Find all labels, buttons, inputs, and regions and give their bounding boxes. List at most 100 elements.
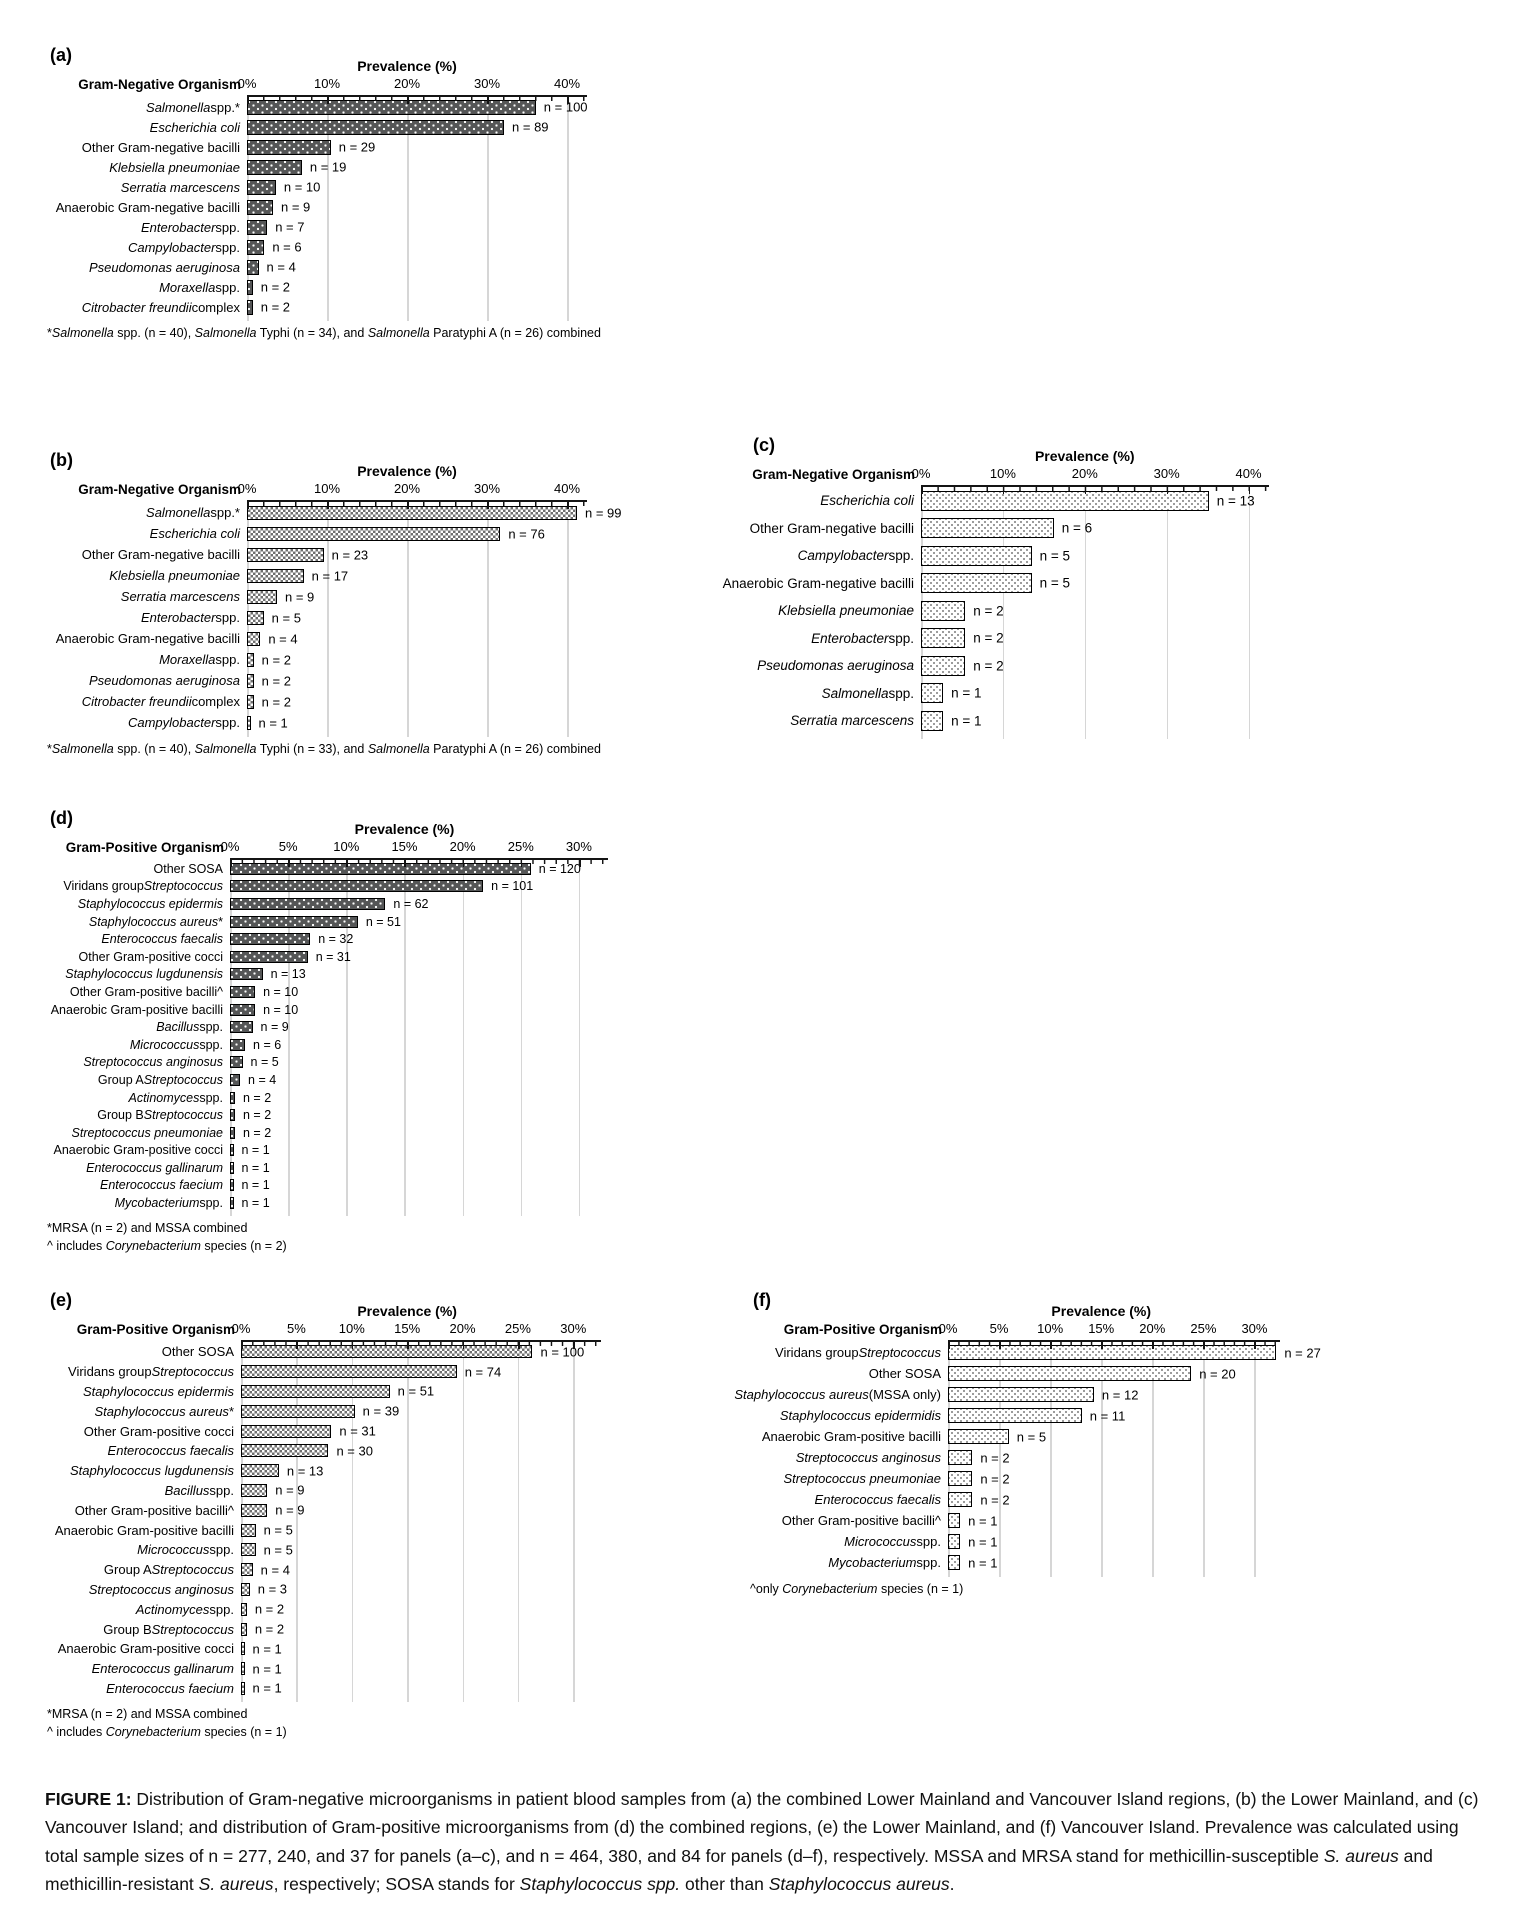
- x-tick-label: 10%: [333, 839, 360, 854]
- bar: [247, 505, 577, 520]
- chart-row: Serratia marcescens n = 9: [45, 586, 707, 607]
- italic-text: Pseudomonas aeruginosa: [88, 259, 240, 275]
- bar-value-label: n = 2: [261, 694, 291, 709]
- bar: [230, 1073, 241, 1086]
- bar-area: n = 2: [247, 297, 707, 317]
- bar-value-label: n = 1: [241, 1143, 270, 1158]
- axis-major-tick: [999, 1342, 1001, 1349]
- x-tick-label: 30%: [560, 1321, 587, 1336]
- chart-row: Anaerobic Gram-positive bacilli n = 5: [748, 1426, 1400, 1447]
- axis-major-tick: [1254, 1342, 1257, 1349]
- x-tick-label: 25%: [1190, 1321, 1217, 1336]
- category-label: Campylobacter spp.: [45, 240, 247, 255]
- bar: [241, 1444, 329, 1458]
- chart-row: Anaerobic Gram-positive cocci n = 1: [45, 1142, 728, 1160]
- bar: [247, 694, 254, 709]
- gridline: [1203, 1342, 1205, 1577]
- bar-area: n = 1: [948, 1552, 1400, 1573]
- text: Other Gram-negative bacilli: [749, 520, 914, 536]
- x-tick-label: 20%: [393, 76, 421, 91]
- bar-value-label: n = 5: [263, 1522, 293, 1538]
- bar-area: n = 2: [948, 1468, 1400, 1489]
- bar: [241, 1523, 256, 1537]
- bar: [230, 1021, 253, 1034]
- bar-area: n = 3: [241, 1580, 721, 1600]
- bar-area: n = 7: [247, 217, 707, 237]
- gridline: [288, 860, 290, 1216]
- x-tick-label: 0%: [938, 1321, 958, 1336]
- bar: [230, 968, 263, 981]
- bar-value-label: n = 62: [393, 896, 429, 911]
- bar: [921, 628, 966, 649]
- chart-row: Streptococcus anginosus n = 2: [748, 1447, 1400, 1468]
- bar-area: n = 76: [247, 523, 707, 544]
- chart-row: Staphylococcus epidermidis n = 11: [748, 1405, 1400, 1426]
- gridline: [407, 1342, 409, 1703]
- italic-text: Streptococcus anginosus: [88, 1581, 234, 1597]
- category-label: Streptococcus anginosus: [748, 1450, 948, 1465]
- gridline: [404, 860, 406, 1216]
- footnote-line: ^only Corynebacterium species (n = 1): [750, 1581, 963, 1599]
- chart-row: Other Gram-negative bacilli n = 6: [748, 515, 1389, 543]
- bar-value-label: n = 2: [260, 299, 291, 315]
- bar-value-label: n = 2: [261, 652, 291, 667]
- chart-row: Other SOSA n = 20: [748, 1363, 1400, 1384]
- y-axis-title: Gram-Positive Organism: [76, 1322, 235, 1337]
- bar: [230, 897, 386, 910]
- x-tick-label: 0%: [237, 76, 257, 91]
- category-label: Other SOSA: [45, 1344, 241, 1359]
- bar: [247, 631, 261, 646]
- x-axis-title: Prevalence (%): [357, 1303, 457, 1319]
- chart-row: Serratia marcescens n = 10: [45, 177, 707, 197]
- category-label: Micrococcus spp.: [45, 1038, 230, 1052]
- text: Other SOSA: [153, 861, 223, 876]
- bar: [247, 219, 268, 235]
- axis-major-tick: [921, 487, 923, 494]
- bar: [241, 1365, 457, 1379]
- category-label: Anaerobic Gram-positive cocci: [45, 1641, 241, 1656]
- bar: [948, 1555, 961, 1570]
- category-label: Campylobacter spp.: [748, 548, 921, 563]
- italic-text: Streptococcus: [143, 1072, 223, 1087]
- bar-value-label: n = 2: [973, 630, 1004, 646]
- gridline: [517, 1342, 520, 1703]
- x-tick-label: 30%: [1241, 1321, 1268, 1336]
- italic-text: Actinomyces: [128, 1090, 200, 1105]
- category-label: Other SOSA: [45, 862, 230, 876]
- text: spp.: [215, 652, 240, 667]
- bar-area: n = 4: [230, 1071, 728, 1089]
- bar: [247, 568, 304, 583]
- bar-area: n = 5: [247, 607, 707, 628]
- chart-row: Staphylococcus aureus (MSSA only) n = 12: [734, 1384, 1400, 1405]
- bar-area: n = 23: [247, 544, 707, 565]
- italic-text: Corynebacterium: [105, 1724, 201, 1739]
- bar-area: n = 2: [948, 1447, 1400, 1468]
- bar-value-label: n = 13: [286, 1463, 324, 1479]
- x-axis-line: [921, 485, 1269, 487]
- axis-major-tick: [462, 1342, 465, 1349]
- italic-text: Enterococcus faecalis: [814, 1492, 941, 1507]
- bar-value-label: n = 101: [491, 879, 534, 894]
- bar: [921, 655, 966, 676]
- x-axis-line: [241, 1340, 601, 1342]
- category-label: Bacillus spp.: [45, 1020, 230, 1034]
- axis-major-tick: [1152, 1342, 1154, 1349]
- bar-value-label: n = 2: [980, 1492, 1010, 1507]
- axis-major-tick: [404, 860, 407, 867]
- x-axis-line: [247, 95, 587, 97]
- text: Anaerobic Gram-negative bacilli: [55, 631, 240, 646]
- rows: Salmonella spp.* n = 100 Escherichia coli n…: [45, 97, 707, 317]
- x-tick-label: 20%: [1139, 1321, 1166, 1336]
- chart-row: Citrobacter freundii complex n = 2: [45, 297, 707, 317]
- bar-value-label: n = 120: [538, 861, 581, 876]
- bar-value-label: n = 6: [272, 239, 302, 255]
- category-label: Other SOSA: [748, 1366, 948, 1381]
- bar-area: n = 10: [247, 177, 707, 197]
- category-label: Other Gram-negative bacilli: [45, 140, 247, 155]
- chart-row: Salmonella spp.* n = 100: [45, 97, 707, 117]
- italic-text: Micrococcus: [137, 1542, 210, 1558]
- text: spp.: [888, 548, 914, 564]
- bar-area: n = 89: [247, 117, 707, 137]
- gridline: [1254, 1342, 1256, 1577]
- bar-value-label: n = 74: [464, 1364, 502, 1380]
